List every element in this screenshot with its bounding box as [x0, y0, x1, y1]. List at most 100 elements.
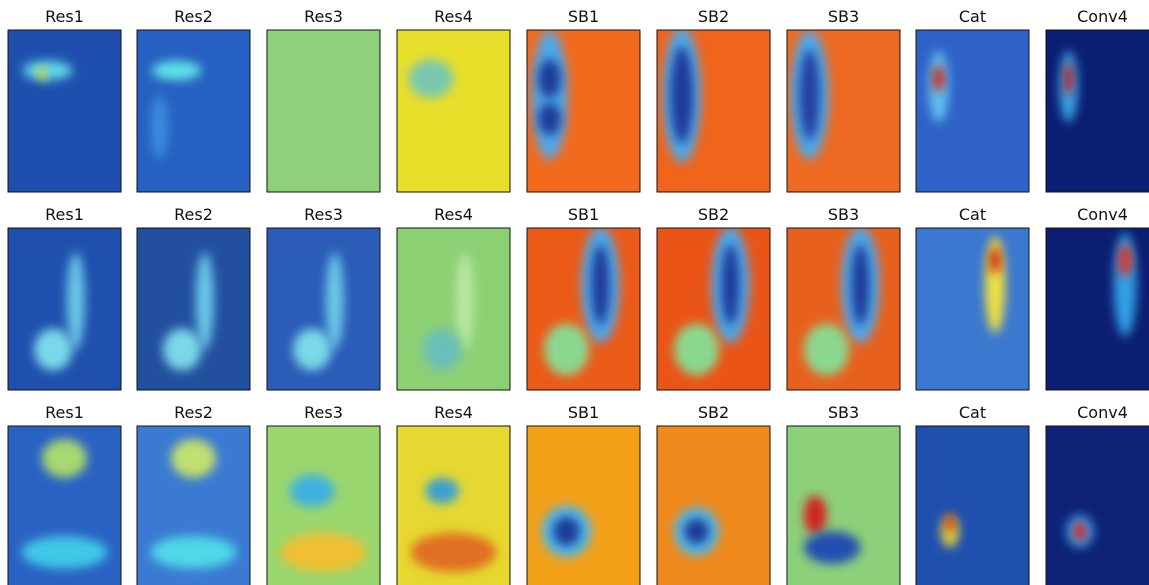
heatmap-blob: [42, 439, 87, 478]
panel-title: Conv4: [1077, 205, 1128, 224]
heatmap-blob: [851, 244, 869, 325]
heatmap-bg: [1046, 30, 1149, 192]
panel-title: Cat: [959, 403, 986, 422]
panel-title: Conv4: [1077, 7, 1128, 26]
heatmap: [267, 30, 380, 192]
panel-title: Res2: [174, 205, 213, 224]
heatmap: [1046, 426, 1149, 585]
heatmap-blob: [423, 328, 461, 370]
heatmap-blob: [326, 252, 344, 349]
heatmap-blob: [34, 328, 72, 370]
heatmap: [8, 228, 121, 390]
heatmap-blob: [671, 46, 694, 143]
heatmap-blob: [989, 247, 1000, 273]
heatmap-bg: [397, 30, 510, 192]
heatmap: [137, 228, 250, 390]
heatmap-blob: [171, 439, 216, 478]
heatmap-blob: [151, 95, 169, 160]
heatmap-blob: [538, 59, 561, 98]
heatmap-bg: [657, 426, 770, 585]
heatmap-blob: [591, 244, 609, 325]
heatmap-blob: [945, 515, 954, 531]
heatmap: [527, 30, 640, 192]
heatmap-blob: [22, 536, 108, 568]
heatmap: [397, 426, 510, 585]
panel-title: Cat: [959, 7, 986, 26]
panel-title: Res2: [174, 403, 213, 422]
panel-title: Res4: [434, 403, 473, 422]
heatmap-blob: [538, 103, 561, 135]
heatmap-blob: [804, 531, 861, 563]
heatmap: [1046, 228, 1149, 390]
heatmap-blob: [721, 244, 739, 325]
heatmap-blob: [1073, 522, 1087, 541]
heatmap-bg: [916, 426, 1029, 585]
panel-title: Res3: [304, 7, 343, 26]
heatmap: [1046, 30, 1149, 192]
panel-title: Res4: [434, 7, 473, 26]
heatmap-blob: [684, 518, 709, 544]
heatmap: [787, 30, 900, 192]
heatmap-blob: [152, 61, 202, 80]
heatmap-blob: [799, 49, 819, 140]
panel-title: SB3: [828, 403, 859, 422]
heatmap: [657, 27, 770, 192]
panel-title: Res3: [304, 403, 343, 422]
panel-title: SB2: [698, 403, 729, 422]
heatmap-blob: [408, 59, 453, 98]
heatmap: [657, 426, 770, 585]
heatmap-blob: [804, 496, 827, 535]
heatmap: [527, 426, 640, 585]
heatmap-blob: [456, 252, 474, 349]
heatmap-blob: [37, 67, 46, 80]
heatmap: [397, 30, 510, 192]
heatmap-bg: [1046, 426, 1149, 585]
heatmap-bg: [527, 426, 640, 585]
panel-title: SB3: [828, 7, 859, 26]
heatmap: [267, 228, 380, 390]
panel-title: Cat: [959, 205, 986, 224]
heatmap-blob: [933, 66, 944, 92]
panel-title: Conv4: [1077, 403, 1128, 422]
panel-title: Res2: [174, 7, 213, 26]
heatmap-bg: [916, 228, 1029, 390]
heatmap-bg: [8, 30, 121, 192]
heatmap: [8, 30, 121, 192]
heatmap-bg: [267, 30, 380, 192]
panel-title: SB3: [828, 205, 859, 224]
heatmap-blob: [281, 533, 367, 572]
heatmap-blob: [67, 252, 85, 349]
heatmap-blob: [674, 324, 719, 376]
panel-title: Res4: [434, 205, 473, 224]
heatmap-blob: [553, 517, 580, 546]
heatmap: [787, 226, 900, 390]
heatmap: [137, 30, 250, 192]
panel-title: Res3: [304, 205, 343, 224]
panel-title: SB2: [698, 7, 729, 26]
panel-title: SB1: [568, 403, 599, 422]
figure: Res1 Res2 Res3 Res4 SB1 SB2 SB3 Cat Conv4 Res1 Res…: [0, 0, 1149, 585]
heatmap-blob: [1118, 244, 1132, 276]
heatmap: [137, 426, 250, 585]
panel-title: Res1: [45, 403, 84, 422]
heatmap-blob: [163, 328, 201, 370]
heatmap-blob: [544, 324, 589, 376]
heatmap-blob: [293, 328, 331, 370]
heatmap: [8, 426, 121, 585]
heatmap: [397, 228, 510, 390]
heatmap-blob: [411, 533, 497, 572]
heatmap: [527, 226, 640, 390]
panel-title: Res1: [45, 7, 84, 26]
heatmap-blob: [1064, 62, 1073, 94]
heatmap-blob: [290, 475, 335, 507]
panel-title: SB1: [568, 205, 599, 224]
panel-title: SB1: [568, 7, 599, 26]
heatmap: [267, 426, 380, 585]
heatmap-blob: [151, 536, 237, 568]
heatmap: [916, 30, 1029, 192]
heatmap: [657, 226, 770, 390]
heatmap: [787, 426, 900, 585]
heatmap: [916, 426, 1029, 585]
heatmap-blob: [196, 252, 214, 349]
panel-title: Res1: [45, 205, 84, 224]
